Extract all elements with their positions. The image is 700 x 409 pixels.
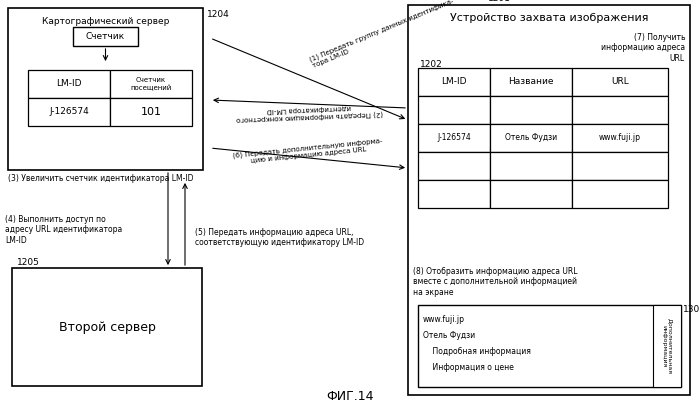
Bar: [653, 305, 681, 387]
Bar: [418, 152, 490, 180]
Bar: [572, 152, 668, 180]
Text: Отель Фудзи: Отель Фудзи: [423, 331, 475, 340]
Text: (4) Выполнить доступ по
адресу URL идентификатора
LM-ID: (4) Выполнить доступ по адресу URL идент…: [5, 215, 122, 245]
Bar: [572, 68, 668, 96]
Text: J-126574: J-126574: [437, 133, 471, 142]
Text: Информация о цене: Информация о цене: [423, 363, 514, 372]
Bar: [572, 180, 668, 208]
Text: LM-ID: LM-ID: [441, 77, 467, 86]
Bar: [490, 96, 572, 124]
Text: (6) Передать дополнительную информа-
цию и информацию адреса URL: (6) Передать дополнительную информа- цию…: [233, 137, 384, 166]
Bar: [110, 70, 192, 98]
Text: Картографический сервер: Картографический сервер: [42, 17, 169, 26]
Text: (7) Получить
информацию адреса
URL: (7) Получить информацию адреса URL: [601, 33, 685, 63]
Text: 1303: 1303: [683, 305, 700, 314]
Bar: [408, 5, 690, 395]
Bar: [418, 180, 490, 208]
Text: (5) Передать информацию адреса URL,
соответствующую идентификатору LM-ID: (5) Передать информацию адреса URL, соот…: [195, 228, 364, 247]
Bar: [418, 96, 490, 124]
Text: 1201: 1201: [488, 0, 511, 3]
Bar: [28, 98, 110, 126]
Bar: [110, 98, 192, 126]
Bar: [572, 124, 668, 152]
Text: (1) Передать группу данных идентифика-
тора LM-ID: (1) Передать группу данных идентифика- т…: [309, 0, 458, 69]
Bar: [418, 68, 490, 96]
Text: (2) Передать информацию конкретного
идентификатора LM-ID: (2) Передать информацию конкретного иден…: [236, 103, 383, 122]
Text: Дополнительная
информация: Дополнительная информация: [662, 318, 673, 374]
Text: LM-ID: LM-ID: [56, 79, 82, 88]
Text: (3) Увеличить счетчик идентификатора LM-ID: (3) Увеличить счетчик идентификатора LM-…: [8, 174, 193, 183]
Text: Подробная информация: Подробная информация: [423, 347, 531, 356]
Text: 101: 101: [141, 107, 162, 117]
Text: Счетчик: Счетчик: [86, 32, 125, 41]
Bar: [490, 124, 572, 152]
Text: (8) Отобразить информацию адреса URL
вместе с дополнительной информацией
на экра: (8) Отобразить информацию адреса URL вме…: [413, 267, 578, 297]
Text: 1204: 1204: [207, 10, 230, 19]
Bar: [8, 8, 203, 170]
Text: www.fuji.jp: www.fuji.jp: [599, 133, 641, 142]
Bar: [12, 268, 202, 386]
Text: www.fuji.jp: www.fuji.jp: [423, 315, 465, 324]
Text: Счетчик
посещений: Счетчик посещений: [130, 77, 172, 91]
Text: Устройство захвата изображения: Устройство захвата изображения: [449, 13, 648, 23]
Bar: [418, 124, 490, 152]
Text: J-126574: J-126574: [49, 108, 89, 117]
Text: URL: URL: [611, 77, 629, 86]
Bar: [73, 27, 138, 46]
Text: Отель Фудзи: Отель Фудзи: [505, 133, 557, 142]
Bar: [490, 152, 572, 180]
Text: Второй сервер: Второй сервер: [59, 321, 155, 333]
Bar: [490, 180, 572, 208]
Bar: [490, 68, 572, 96]
Text: ФИГ.14: ФИГ.14: [326, 390, 374, 403]
Text: Название: Название: [508, 77, 554, 86]
Text: 1202: 1202: [420, 60, 442, 69]
Text: 1205: 1205: [17, 258, 40, 267]
Bar: [572, 96, 668, 124]
Bar: [28, 70, 110, 98]
Bar: [418, 305, 681, 387]
